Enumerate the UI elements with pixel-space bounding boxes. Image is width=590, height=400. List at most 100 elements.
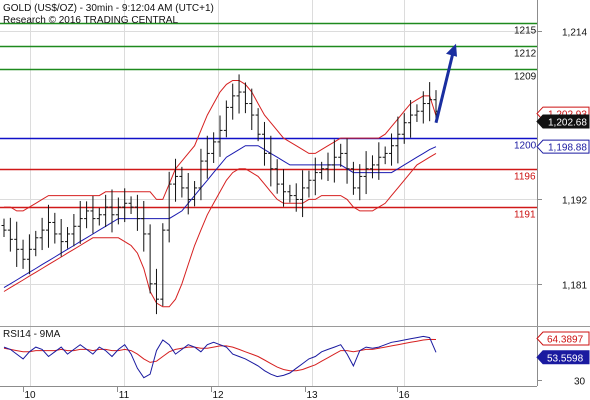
price-bar — [300, 170, 306, 218]
price-bar — [84, 201, 90, 229]
price-bar — [45, 204, 51, 248]
price-bar — [65, 227, 71, 249]
rsi-ma-tag-box — [536, 331, 590, 346]
forecast-arrow — [434, 43, 457, 124]
price-bar — [160, 223, 166, 307]
price-bar — [128, 196, 134, 215]
price-bar — [268, 135, 274, 187]
rsi-ma-line — [3, 338, 437, 372]
price-bar — [179, 166, 185, 198]
rsi-title: RSI14 - 9MA — [3, 329, 61, 340]
price-bar — [382, 146, 388, 165]
rsi-gridlines — [30, 327, 405, 386]
level-label-1196: 1196 — [514, 172, 536, 183]
bollinger_upper-band — [4, 80, 437, 212]
price-bar — [39, 217, 45, 251]
chart-copyright: Research © 2016 TRADING CENTRAL — [3, 15, 178, 26]
price-bar — [389, 133, 395, 166]
support-resistance-levels: 1215 1212 1209 1200 1196 1191 — [0, 22, 537, 221]
chart-title: GOLD (US$/OZ) - 30min - 9:12:04 AM (UTC+… — [3, 3, 214, 14]
price-bar — [401, 113, 407, 144]
price-bar — [395, 116, 401, 164]
price-bar — [96, 207, 102, 226]
price-bar — [153, 268, 159, 315]
price-bar — [52, 212, 58, 244]
price-bar — [350, 161, 356, 195]
moving-average-tag-text: 1,198.88 — [548, 143, 587, 154]
price-bar — [408, 100, 414, 138]
price-bar — [236, 74, 242, 114]
price-bar — [14, 221, 20, 267]
moving-average-line — [3, 145, 437, 289]
price-bar — [274, 159, 280, 194]
price-bar — [1, 218, 7, 238]
price-bar — [281, 169, 287, 207]
price-bar — [58, 218, 64, 257]
price-bar — [90, 195, 96, 234]
price-bar — [325, 152, 331, 182]
price-bar — [255, 108, 261, 142]
rsi-tag: 53.5598 — [536, 350, 590, 365]
price-bar — [242, 82, 248, 114]
price-bar — [344, 138, 350, 184]
price-bar — [141, 200, 147, 252]
level-label-1215: 1215 — [514, 26, 537, 37]
level-label-1200: 1200 — [514, 141, 537, 152]
price-bar — [293, 183, 299, 212]
price-panel: 1215 1212 1209 1200 1196 1191 1,214 1,192 1,181… — [0, 0, 590, 326]
price-bar — [369, 155, 375, 179]
price-bar — [338, 143, 344, 167]
price-bar — [312, 157, 318, 196]
rsi-lines — [3, 335, 437, 379]
price-bar — [331, 139, 337, 183]
forecast-arrow-shaft — [434, 52, 455, 124]
rsi-value-tags: 64.3897 53.5598 — [536, 331, 590, 365]
price-bar — [414, 104, 420, 122]
price-bar — [7, 217, 13, 252]
rsi-line — [3, 335, 437, 379]
time-axis: 10 11 12 13 16 — [23, 386, 410, 400]
price-bar — [77, 200, 83, 244]
price-bar — [115, 197, 121, 225]
level-label-1212: 1212 — [514, 49, 537, 60]
price-bars — [1, 74, 439, 315]
price-bar — [230, 83, 236, 120]
moving-average-tag-box — [536, 139, 590, 154]
price-bar — [173, 158, 179, 202]
price-bar — [261, 121, 267, 166]
bollinger_lower-band — [3, 152, 437, 308]
time-tick-label: 13 — [306, 390, 318, 400]
price-bar — [204, 135, 210, 179]
rsi-panel: 30 64.3897 53.5598 RSI14 - 9MA — [3, 327, 590, 388]
moving-average-tag: 1,198.88 — [536, 139, 590, 154]
price-axis-ticks: 1,214 1,192 1,181 — [537, 28, 587, 292]
price-bar — [33, 230, 39, 257]
rsi-ma-tag: 64.3897 — [536, 331, 590, 346]
rsi-ma-tag-text: 64.3897 — [547, 335, 584, 346]
forecast-arrow-head — [446, 43, 457, 57]
bollinger-bands — [3, 80, 437, 308]
price-bar — [20, 239, 26, 269]
price-bar — [211, 132, 217, 163]
price-bar — [109, 189, 115, 233]
rsi-axis-ticks: 30 — [537, 377, 586, 388]
price-tick-label: 1,192 — [562, 196, 587, 207]
price-bar — [134, 194, 140, 231]
price-bar — [103, 194, 109, 228]
rsi-tag-box — [536, 350, 590, 365]
price-bar — [249, 88, 255, 131]
time-tick-label: 10 — [24, 390, 36, 400]
price-bar — [217, 115, 223, 157]
price-bar — [306, 170, 312, 198]
price-bar — [192, 181, 198, 207]
current-price-tag-text: 1,202.68 — [548, 118, 587, 129]
price-bar — [376, 142, 382, 180]
moving-average — [3, 145, 437, 289]
time-tick-label: 12 — [212, 390, 224, 400]
price-bar — [363, 151, 369, 195]
level-label-1209: 1209 — [514, 72, 537, 83]
price-gridlines — [0, 0, 537, 326]
price-bar — [319, 161, 325, 180]
price-bar — [26, 234, 32, 275]
